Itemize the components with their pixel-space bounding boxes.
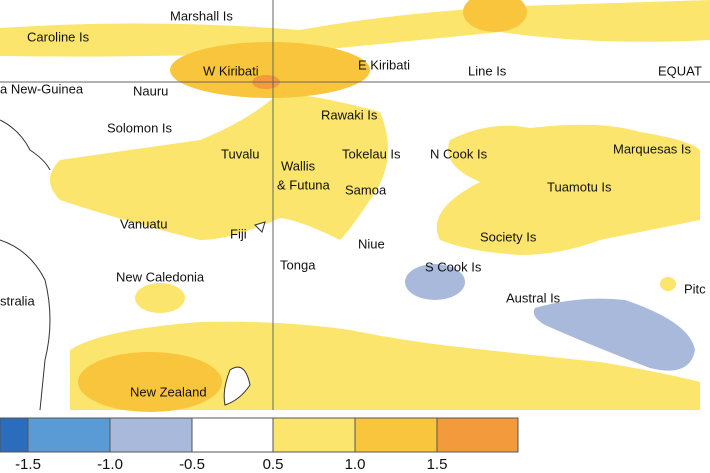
legend-swatch bbox=[354, 417, 438, 453]
place-label: Tuvalu bbox=[221, 146, 260, 161]
place-label: Samoa bbox=[345, 182, 387, 197]
place-label: S Cook Is bbox=[425, 259, 482, 274]
place-label: Caroline Is bbox=[27, 29, 90, 44]
place-label: New Caledonia bbox=[116, 269, 205, 284]
place-label: Tonga bbox=[280, 257, 316, 272]
place-label: W Kiribati bbox=[203, 63, 259, 78]
place-label: Austral Is bbox=[506, 290, 561, 305]
place-label: Vanuatu bbox=[120, 216, 167, 231]
place-label: Rawaki Is bbox=[321, 107, 378, 122]
place-label: Marquesas Is bbox=[613, 141, 692, 156]
place-label: Line Is bbox=[468, 63, 507, 78]
graticule bbox=[0, 0, 710, 410]
legend-swatch bbox=[272, 417, 356, 453]
legend-swatch bbox=[27, 417, 111, 453]
legend-tick-label: -0.5 bbox=[179, 456, 205, 473]
place-label: stralia bbox=[0, 293, 35, 308]
coastlines bbox=[0, 119, 266, 411]
place-label: Niue bbox=[358, 236, 385, 251]
legend-tick-label: 1.5 bbox=[427, 456, 448, 473]
legend-tick-label: -1.0 bbox=[97, 456, 123, 473]
color-legend: -1.5 -1.0 -0.5 0.5 1.0 1.5 bbox=[0, 417, 519, 473]
place-label: Tokelau Is bbox=[342, 146, 401, 161]
place-labels: Marshall Is Caroline Is W Kiribati E Kiriba… bbox=[0, 8, 706, 399]
place-label: N Cook Is bbox=[430, 146, 488, 161]
place-label: New Zealand bbox=[130, 384, 207, 399]
place-label: Solomon Is bbox=[107, 120, 173, 135]
legend-swatch bbox=[0, 417, 29, 453]
place-label: Marshall Is bbox=[170, 8, 233, 23]
place-label: EQUAT bbox=[658, 63, 702, 78]
legend-swatch bbox=[436, 417, 519, 453]
place-label: E Kiribati bbox=[358, 57, 410, 72]
legend-tick-label: 1.0 bbox=[345, 456, 366, 473]
legend-swatch bbox=[109, 417, 193, 453]
place-label: Tuamotu Is bbox=[547, 179, 612, 194]
legend-swatch bbox=[191, 417, 274, 453]
place-label: Nauru bbox=[133, 83, 168, 98]
anomaly-areas bbox=[0, 0, 710, 412]
place-label: & Futuna bbox=[277, 177, 331, 192]
place-label: Society Is bbox=[480, 229, 537, 244]
legend-tick-label: -1.5 bbox=[15, 456, 41, 473]
place-label: Pitc bbox=[684, 281, 706, 296]
place-label: Wallis bbox=[281, 158, 316, 173]
place-label: a New-Guinea bbox=[0, 81, 84, 96]
place-label: Fiji bbox=[230, 226, 247, 241]
legend-tick-label: 0.5 bbox=[263, 456, 284, 473]
